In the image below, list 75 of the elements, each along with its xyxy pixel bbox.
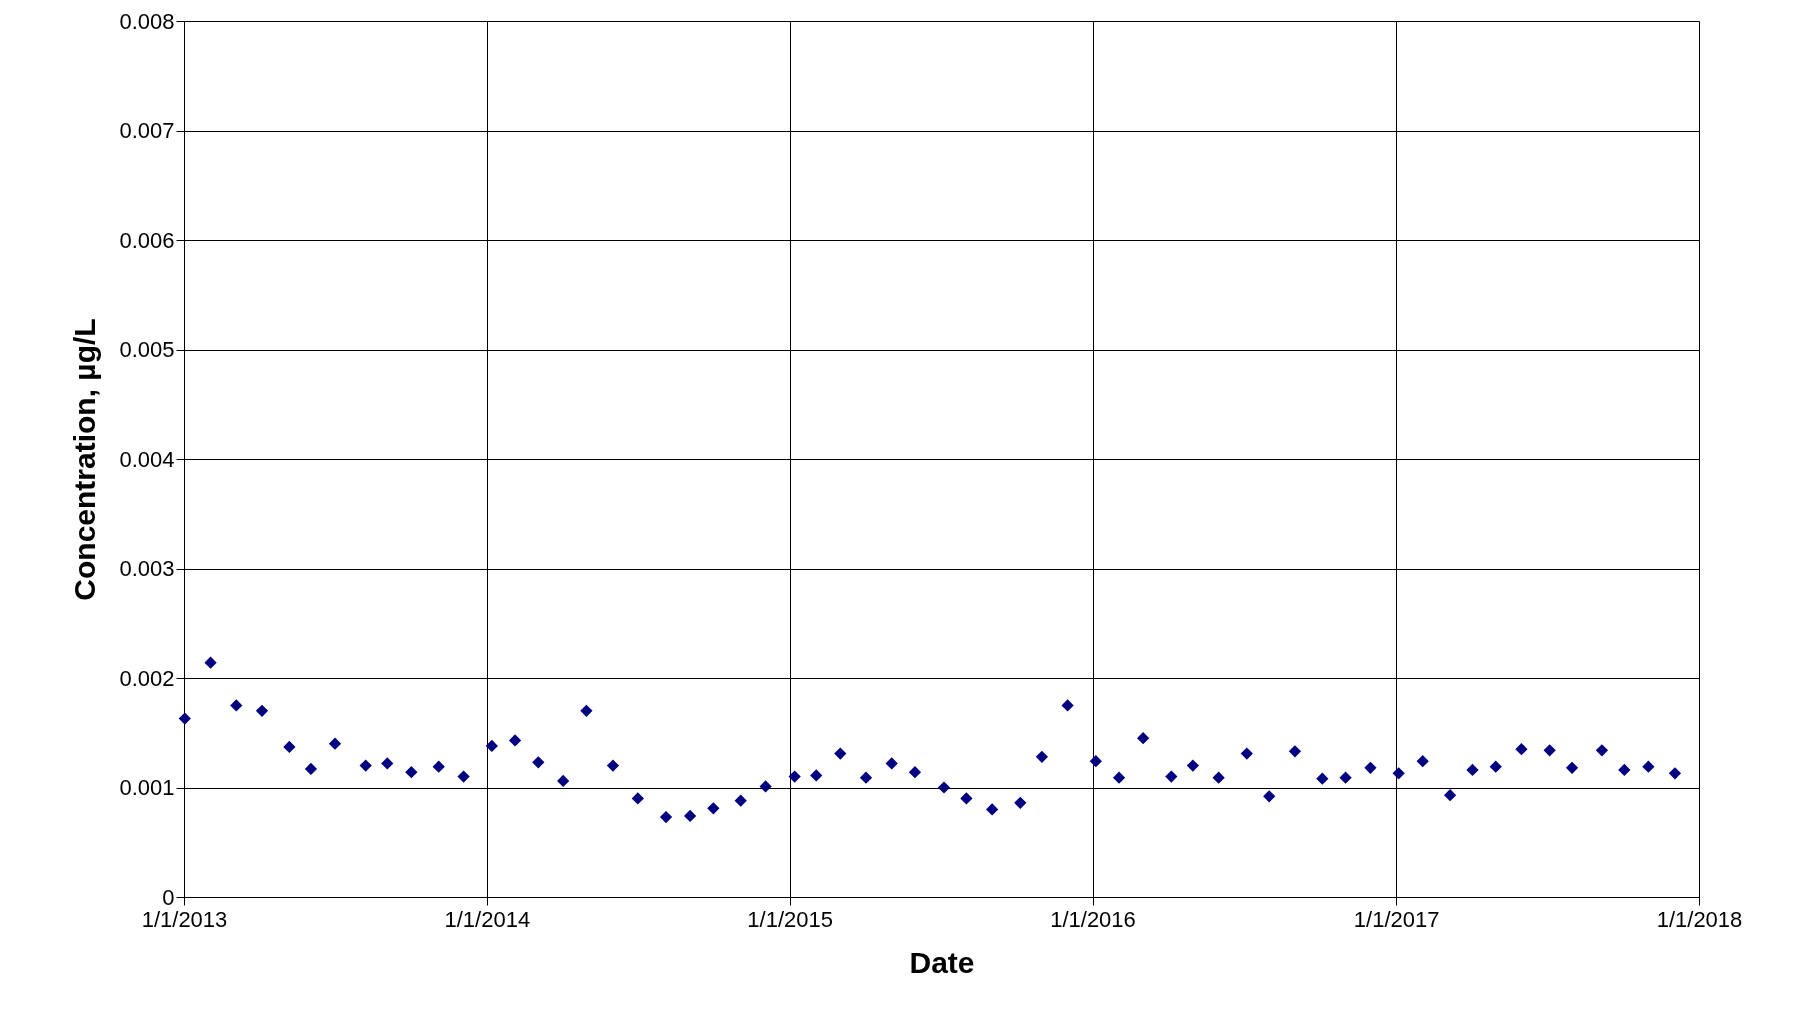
point bbox=[659, 810, 673, 824]
point bbox=[810, 769, 823, 782]
point bbox=[304, 762, 318, 776]
point bbox=[734, 794, 747, 807]
point bbox=[485, 739, 498, 753]
point bbox=[580, 704, 593, 717]
point bbox=[255, 704, 269, 717]
point bbox=[230, 699, 243, 712]
point bbox=[960, 792, 973, 805]
point bbox=[1136, 732, 1150, 745]
point bbox=[359, 759, 372, 772]
y-tick-label: 0.008 bbox=[119, 8, 175, 34]
point bbox=[381, 757, 394, 770]
point bbox=[1112, 771, 1126, 784]
point bbox=[1288, 745, 1302, 758]
point bbox=[788, 770, 801, 783]
point bbox=[1489, 760, 1502, 773]
point bbox=[631, 792, 644, 805]
point bbox=[1466, 763, 1479, 777]
point bbox=[557, 774, 570, 788]
point bbox=[457, 770, 470, 783]
point bbox=[532, 756, 545, 769]
point bbox=[707, 802, 720, 815]
x-tick-label: 1/1/2015 bbox=[747, 906, 833, 932]
point bbox=[885, 757, 898, 770]
point bbox=[1515, 743, 1528, 756]
x-tick-label: 1/1/2017 bbox=[1353, 906, 1440, 932]
point bbox=[1543, 744, 1556, 757]
point bbox=[1035, 750, 1049, 763]
point bbox=[1263, 790, 1276, 803]
point bbox=[1165, 770, 1178, 783]
x-tick-label: 1/1/2016 bbox=[1050, 906, 1136, 932]
point bbox=[405, 766, 418, 779]
x-axis-title: Date bbox=[909, 945, 975, 979]
point bbox=[1186, 759, 1200, 772]
point bbox=[683, 809, 697, 823]
x-tick-label: 1/1/2014 bbox=[444, 906, 531, 932]
point bbox=[1668, 767, 1682, 780]
point bbox=[1061, 699, 1074, 712]
y-tick-label: 0.001 bbox=[119, 775, 175, 800]
point bbox=[1240, 747, 1253, 760]
y-tick-label: 0.007 bbox=[119, 118, 175, 143]
y-tick-label: 0.003 bbox=[119, 556, 175, 581]
point bbox=[937, 781, 951, 794]
point bbox=[328, 737, 342, 750]
y-tick-label: 0.005 bbox=[119, 337, 175, 362]
y-tick-label: 0.004 bbox=[119, 446, 175, 472]
point bbox=[1014, 796, 1027, 809]
y-tick-label: 0.006 bbox=[119, 227, 175, 253]
point bbox=[1642, 760, 1655, 773]
point bbox=[908, 766, 922, 779]
point bbox=[985, 803, 999, 816]
point bbox=[1618, 763, 1631, 777]
point bbox=[1089, 755, 1102, 768]
point bbox=[1339, 771, 1352, 784]
point bbox=[1565, 761, 1579, 774]
y-tick-label: 0.002 bbox=[119, 665, 175, 691]
point bbox=[1595, 744, 1609, 757]
point bbox=[606, 759, 620, 772]
point bbox=[1416, 755, 1429, 768]
point bbox=[834, 747, 847, 760]
point bbox=[1443, 789, 1457, 802]
x-tick-label: 1/1/2018 bbox=[1656, 906, 1743, 932]
point bbox=[432, 760, 445, 773]
point bbox=[1364, 761, 1377, 774]
point bbox=[508, 734, 522, 747]
point bbox=[1392, 767, 1405, 780]
point bbox=[859, 771, 873, 784]
point bbox=[283, 740, 296, 754]
point bbox=[759, 780, 772, 793]
y-axis-title: Concentration, µg/L bbox=[68, 318, 102, 601]
point bbox=[1212, 771, 1225, 784]
point bbox=[178, 712, 191, 725]
point bbox=[204, 656, 217, 669]
point bbox=[1316, 772, 1329, 785]
